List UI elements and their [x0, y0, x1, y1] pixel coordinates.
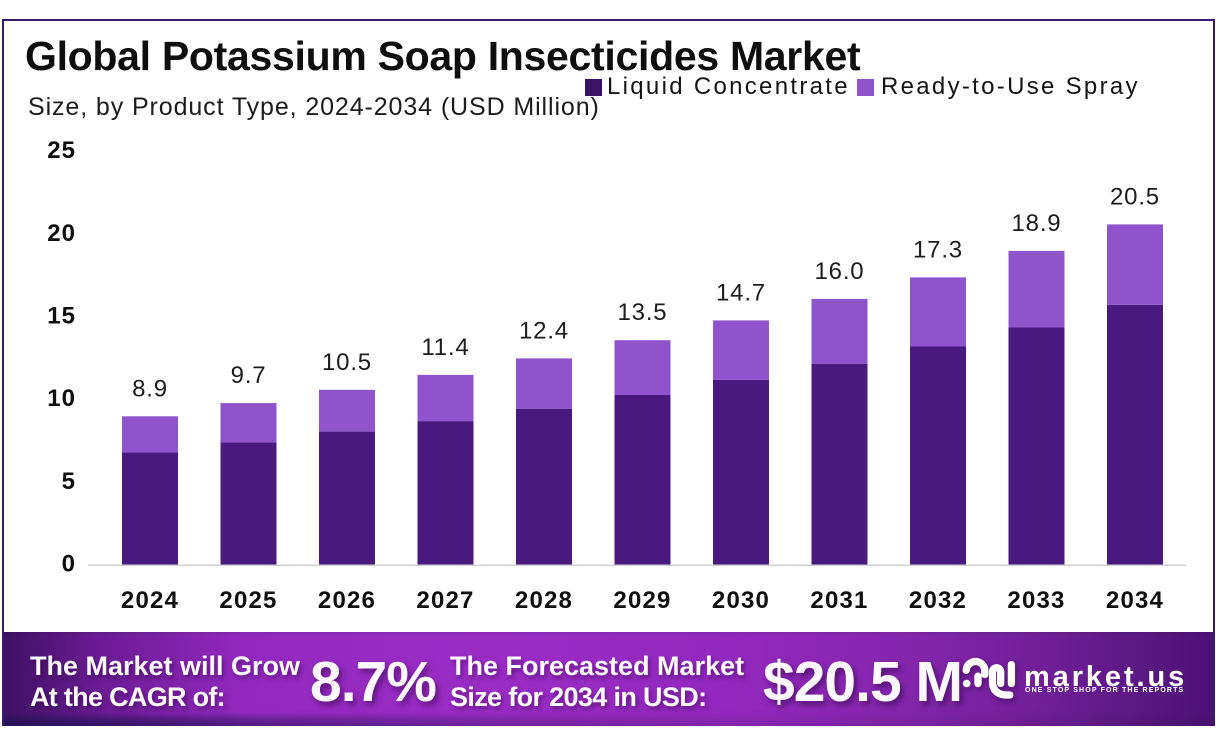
- svg-text:0: 0: [62, 551, 76, 578]
- svg-text:8.9: 8.9: [132, 375, 168, 402]
- svg-text:13.5: 13.5: [618, 299, 668, 326]
- svg-text:11.4: 11.4: [421, 334, 469, 361]
- svg-text:16.0: 16.0: [815, 258, 865, 285]
- svg-text:20: 20: [47, 220, 76, 247]
- svg-text:17.3: 17.3: [913, 236, 963, 263]
- svg-text:14.7: 14.7: [716, 279, 766, 306]
- svg-text:2034: 2034: [1106, 587, 1164, 614]
- svg-text:2030: 2030: [712, 587, 770, 614]
- svg-text:20.5: 20.5: [1110, 183, 1160, 210]
- svg-text:10: 10: [47, 385, 76, 412]
- svg-text:10.5: 10.5: [322, 349, 372, 376]
- svg-text:2029: 2029: [613, 587, 671, 614]
- svg-text:2025: 2025: [219, 587, 277, 614]
- svg-text:2026: 2026: [318, 587, 376, 614]
- svg-text:2033: 2033: [1007, 587, 1065, 614]
- svg-text:2027: 2027: [416, 587, 474, 614]
- svg-text:18.9: 18.9: [1012, 210, 1062, 237]
- svg-text:25: 25: [47, 137, 76, 164]
- svg-text:2028: 2028: [515, 587, 573, 614]
- svg-text:5: 5: [62, 468, 76, 495]
- svg-text:12.4: 12.4: [519, 317, 569, 344]
- svg-text:2024: 2024: [121, 587, 179, 614]
- svg-text:2031: 2031: [810, 587, 868, 614]
- svg-text:9.7: 9.7: [231, 362, 267, 389]
- svg-text:2032: 2032: [909, 587, 967, 614]
- svg-text:15: 15: [47, 303, 76, 330]
